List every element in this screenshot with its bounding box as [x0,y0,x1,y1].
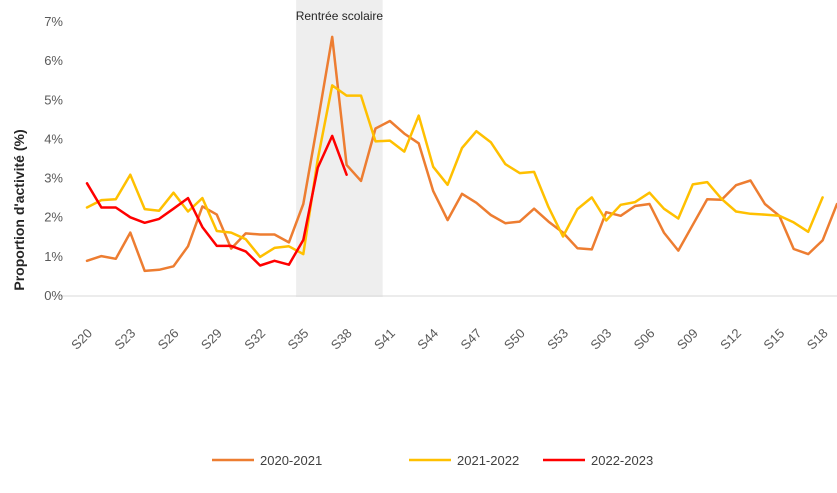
y-axis-label: Proportion d'activité (%) [11,129,27,290]
legend-item-2022-2023: 2022-2023 [543,453,653,468]
y-tick-label: 6% [44,53,63,68]
series-line-2020-2021 [85,35,837,273]
legend-label: 2020-2021 [260,453,322,468]
legend-label: 2022-2023 [591,453,653,468]
y-tick-label: 0% [44,288,63,303]
y-tick-label: 1% [44,249,63,264]
series-line-2021-2022 [85,84,824,259]
legend-item-2020-2021: 2020-2021 [212,453,322,468]
y-tick-label: 5% [44,92,63,107]
series-lines [85,35,837,273]
y-axis-ticks: 0% 1% 2% 3% 4% 5% 6% 7% [44,14,63,303]
school-return-annotation: Rentrée scolaire [296,9,384,23]
y-tick-label: 2% [44,210,63,225]
y-tick-label: 3% [44,171,63,186]
series-line-2022-2023 [85,134,348,267]
legend-item-2021-2022: 2021-2022 [409,453,519,468]
legend-label: 2021-2022 [457,453,519,468]
y-tick-label: 4% [44,131,63,146]
legend: 2020-2021 2021-2022 2022-2023 [212,453,653,468]
y-tick-label: 7% [44,14,63,29]
school-return-shaded-band [296,0,383,297]
